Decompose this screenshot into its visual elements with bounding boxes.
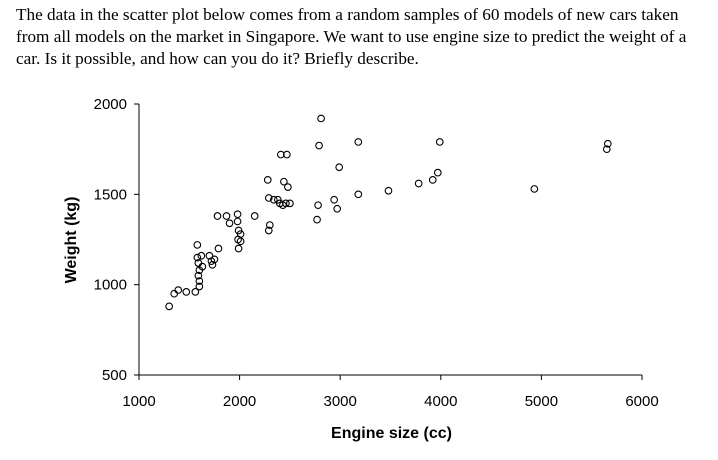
- data-point: [314, 201, 322, 210]
- data-point: [435, 138, 444, 146]
- data-point: [191, 288, 200, 296]
- data-point: [315, 141, 323, 150]
- data-point: [317, 114, 325, 123]
- data-point: [428, 176, 437, 184]
- data-point: [280, 177, 288, 186]
- data-point: [384, 186, 393, 195]
- data-point: [335, 163, 344, 172]
- x-tick-label: 6000: [625, 393, 658, 410]
- data-point: [313, 215, 321, 224]
- y-tick-label: 500: [102, 367, 127, 384]
- data-point: [182, 288, 191, 296]
- y-axis-title: Weight (kg): [63, 197, 80, 284]
- data-point: [264, 194, 273, 202]
- data-point: [193, 253, 202, 262]
- data-point: [225, 219, 234, 228]
- data-point: [283, 150, 291, 159]
- data-point: [250, 212, 259, 220]
- x-tick-label: 4000: [424, 393, 457, 410]
- data-point: [198, 262, 207, 271]
- data-point: [433, 168, 442, 177]
- data-point: [222, 212, 231, 220]
- data-point: [286, 199, 294, 208]
- x-tick-label: 3000: [324, 393, 357, 410]
- data-point: [233, 210, 242, 219]
- data-point: [233, 217, 242, 226]
- data-point: [354, 190, 363, 199]
- data-point: [284, 183, 292, 191]
- data-point: [264, 226, 273, 235]
- data-point: [197, 251, 206, 260]
- data-point: [234, 244, 243, 253]
- data-point: [195, 277, 204, 285]
- x-tick-label: 1000: [122, 393, 155, 410]
- data-point: [214, 244, 223, 253]
- y-tick-label: 1500: [94, 186, 127, 203]
- data-point: [276, 150, 285, 159]
- data-point: [213, 212, 222, 220]
- data-point: [170, 289, 179, 298]
- data-point: [603, 139, 612, 148]
- data-point: [236, 237, 245, 246]
- question-text: The data in the scatter plot below comes…: [16, 5, 687, 68]
- x-tick-label: 5000: [525, 393, 558, 410]
- x-tick-label: 2000: [223, 393, 256, 410]
- data-point: [193, 241, 202, 249]
- data-point: [195, 282, 204, 291]
- data-point: [602, 145, 611, 154]
- data-point: [269, 195, 278, 204]
- data-point: [354, 138, 363, 146]
- data-point: [210, 255, 219, 264]
- data-point: [265, 221, 274, 229]
- y-tick-label: 1000: [94, 277, 127, 294]
- data-point: [165, 302, 174, 311]
- data-point: [330, 195, 339, 204]
- data-point: [174, 286, 183, 294]
- data-point: [414, 179, 423, 188]
- data-point: [282, 199, 290, 208]
- data-point: [236, 230, 245, 238]
- data-point: [333, 204, 342, 213]
- x-axis-title: Engine size (cc): [331, 425, 452, 442]
- data-point: [263, 176, 272, 184]
- y-tick-label: 2000: [94, 96, 127, 113]
- data-point: [530, 185, 539, 193]
- data-point: [194, 271, 203, 280]
